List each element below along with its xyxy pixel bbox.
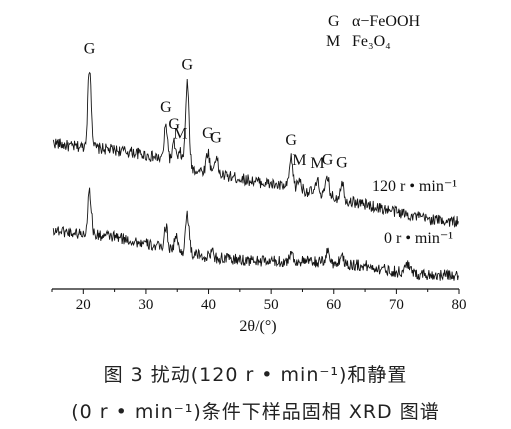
series-label-0: 0 r • min⁻¹ [384, 230, 453, 247]
x-tick-label: 60 [326, 297, 341, 313]
series-line-120rpm [52, 71, 459, 228]
legend-symbol-g: G [328, 13, 340, 30]
peak-label: G [168, 116, 180, 133]
legend-text-goethite: α−FeOOH [352, 13, 421, 30]
peak-label: M [292, 152, 306, 169]
figure-caption-line-1: 图 3 扰动(120 r • min⁻¹)和静置 [103, 364, 408, 386]
x-axis: 20 30 40 50 60 70 80 [51, 288, 467, 313]
legend-text-magnetite: Fe₃O₄ [352, 33, 391, 50]
x-axis-title: 2θ/(°) [239, 318, 276, 335]
series-layer [52, 71, 459, 281]
x-tick-label: 30 [138, 297, 153, 313]
series-line-0rpm [52, 187, 459, 281]
peak-label: G [202, 125, 214, 142]
x-tick-label: 50 [264, 297, 279, 313]
peak-label: G [285, 132, 297, 149]
peak-label: G [322, 151, 334, 168]
legend-symbol-m: M [326, 33, 340, 50]
peak-label: G [160, 99, 172, 116]
x-tick-label: 40 [201, 297, 216, 313]
legend: G α−FeOOH M Fe₃O₄ [326, 13, 421, 50]
peak-label: M [173, 126, 187, 143]
series-label-120: 120 r • min⁻¹ [372, 178, 457, 195]
peak-label: G [84, 40, 96, 57]
figure-caption-line-2: (0 r • min⁻¹)条件下样品固相 XRD 图谱 [71, 401, 440, 423]
x-tick-label: 80 [452, 297, 467, 313]
x-tick-label: 70 [389, 297, 404, 313]
peak-label: G [181, 57, 193, 74]
peak-label: G [336, 155, 348, 172]
x-tick-label: 20 [76, 297, 91, 313]
peak-label: M [310, 155, 324, 172]
peak-label: G [210, 130, 222, 147]
